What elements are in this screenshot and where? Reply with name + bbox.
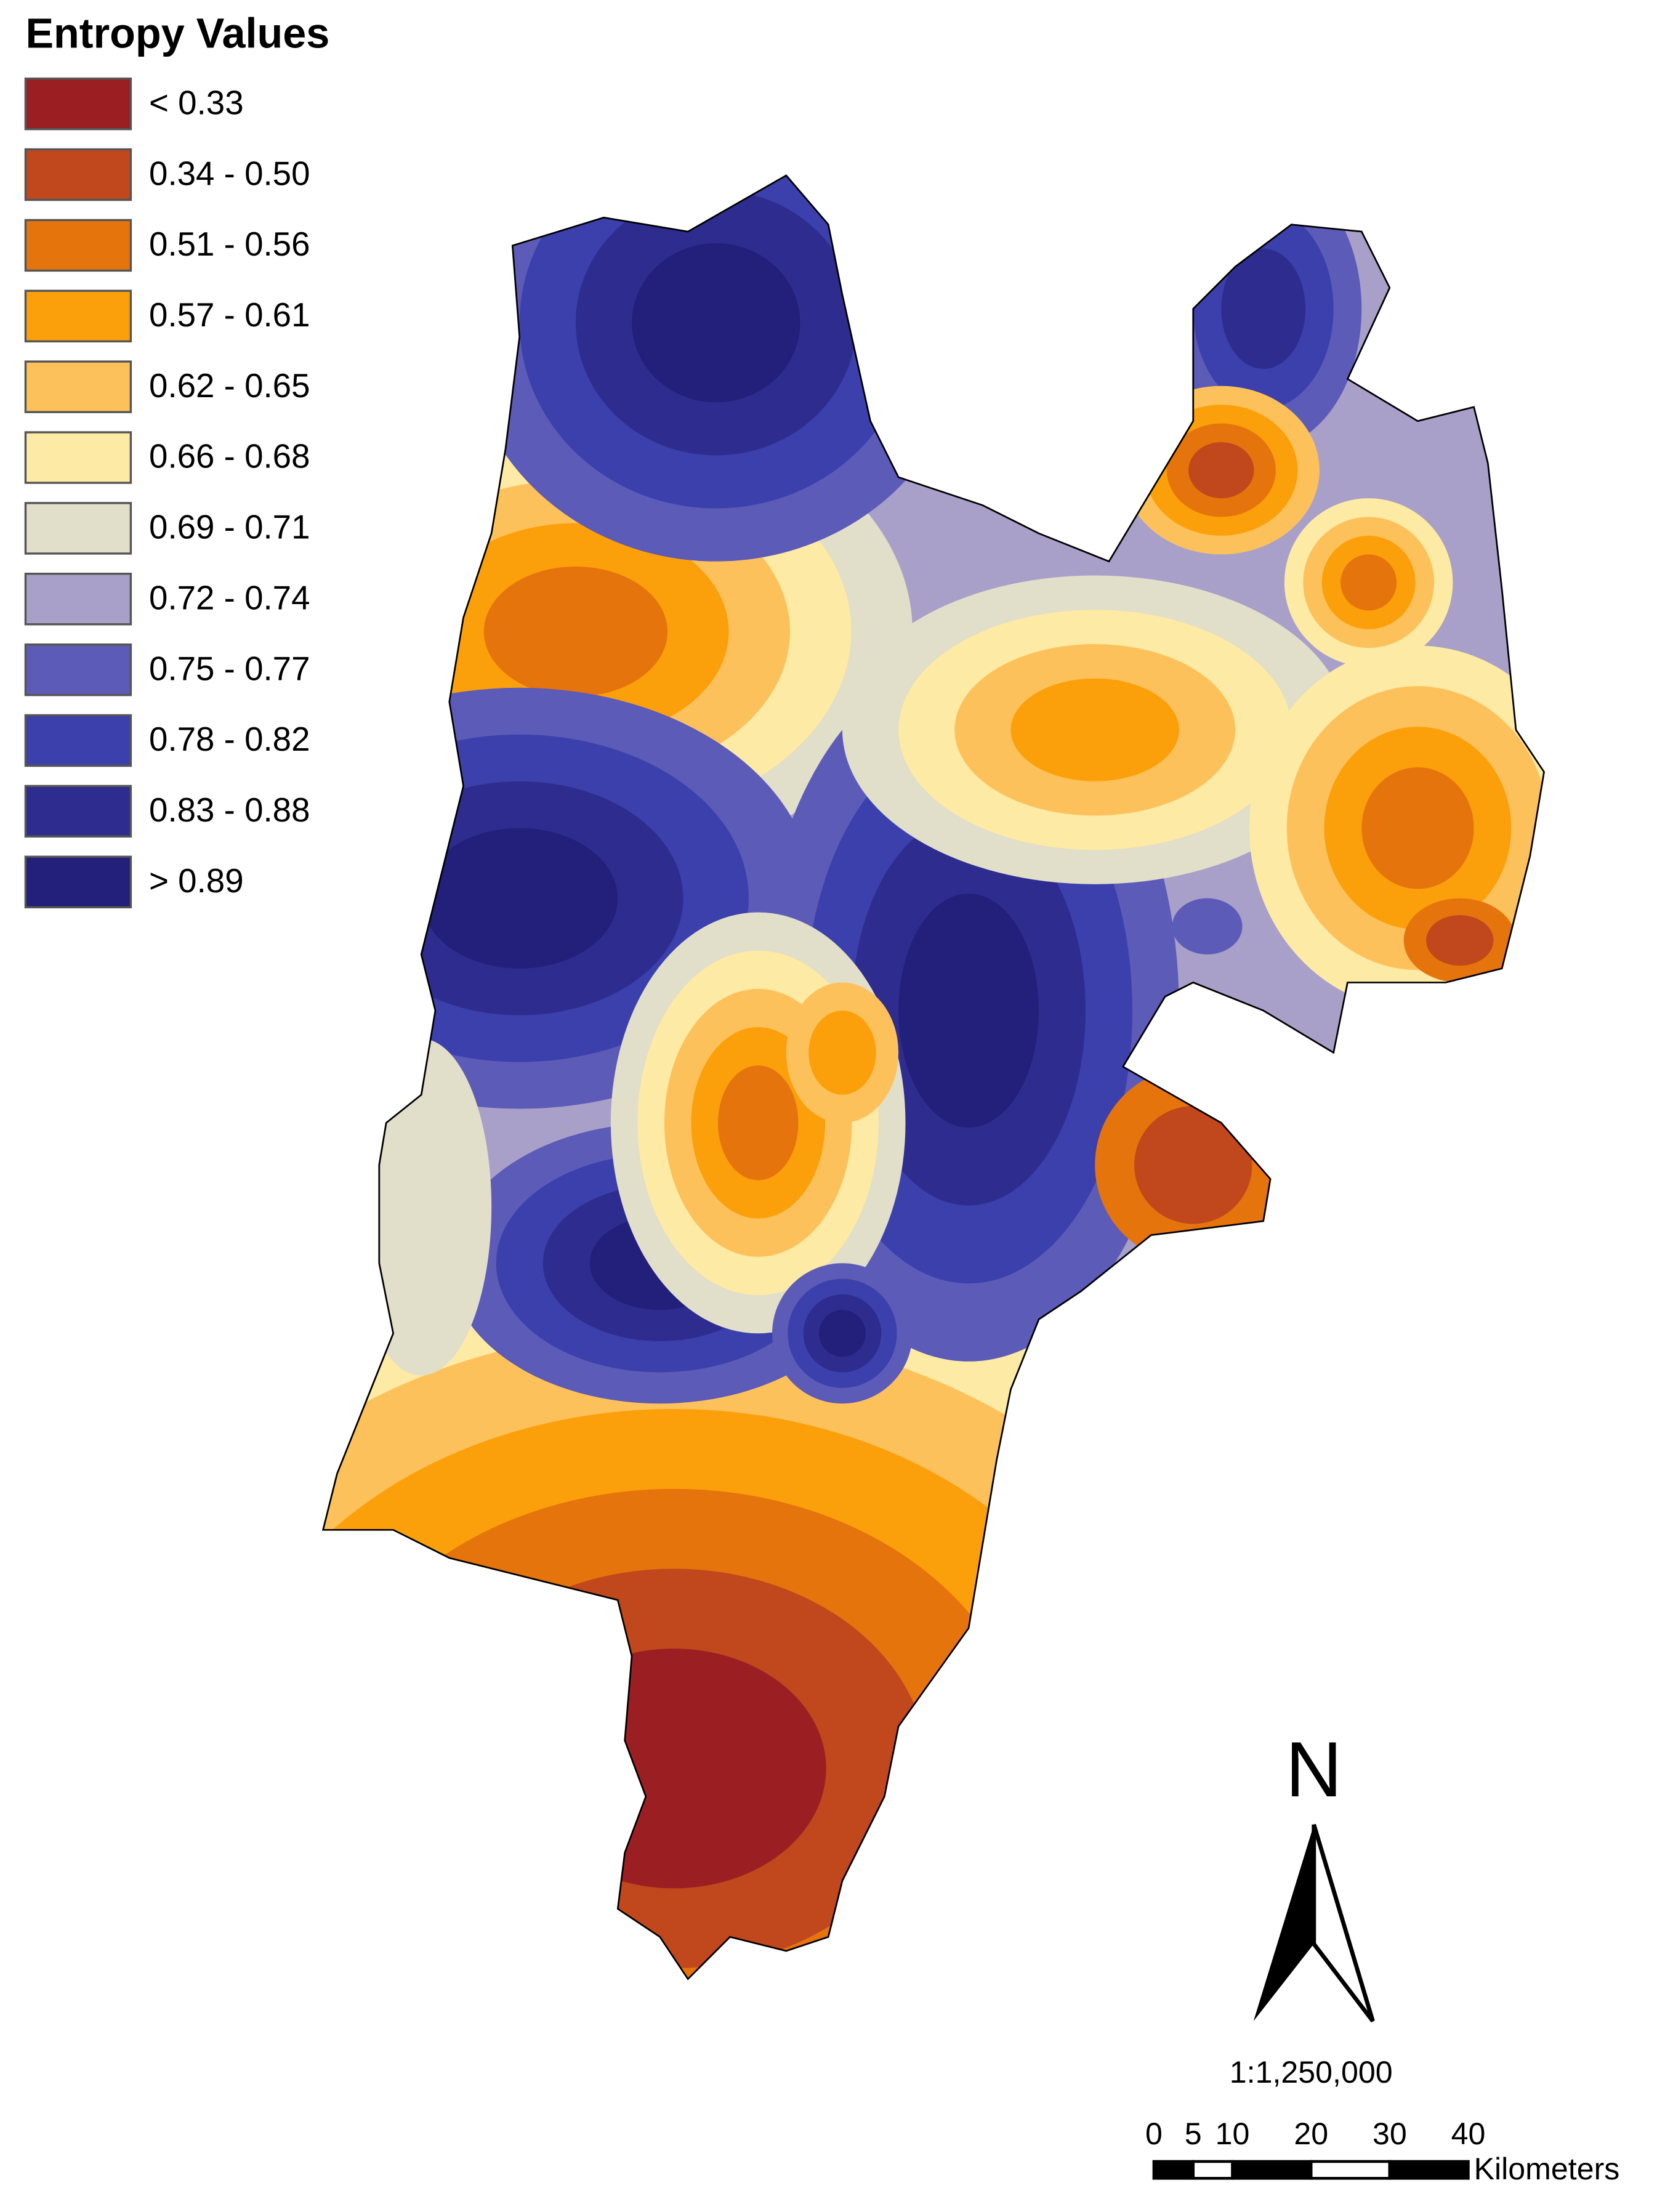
band bbox=[1010, 678, 1179, 781]
scale-tick-label: 30 bbox=[1373, 2117, 1407, 2151]
legend-label: > 0.89 bbox=[149, 862, 244, 900]
scale-segment bbox=[1309, 2160, 1392, 2180]
legend-swatch bbox=[24, 573, 132, 626]
band bbox=[898, 894, 1039, 1128]
band bbox=[632, 243, 800, 403]
band bbox=[351, 1038, 492, 1376]
band bbox=[1188, 442, 1254, 499]
legend-label: 0.66 - 0.68 bbox=[149, 437, 310, 475]
legend-label: 0.69 - 0.71 bbox=[149, 508, 310, 546]
legend-label: 0.78 - 0.82 bbox=[149, 720, 310, 758]
legend-label: 0.83 - 0.88 bbox=[149, 791, 310, 829]
scale-tick-label: 10 bbox=[1215, 2117, 1250, 2151]
legend-swatch bbox=[24, 855, 132, 908]
legend: Entropy Values < 0.33 0.34 - 0.50 0.51 - 0… bbox=[24, 10, 329, 908]
scale-segment bbox=[1388, 2160, 1470, 2180]
band bbox=[1426, 915, 1494, 966]
band bbox=[522, 1649, 826, 1889]
scale-unit: Kilometers bbox=[1474, 2152, 1620, 2186]
legend-label: 0.57 - 0.61 bbox=[149, 296, 310, 334]
legend-label: 0.72 - 0.74 bbox=[149, 578, 310, 616]
north-label: N bbox=[1286, 1726, 1342, 1814]
scale-tick-label: 40 bbox=[1451, 2117, 1486, 2151]
legend-swatch bbox=[24, 148, 132, 201]
scale-tick-label: 20 bbox=[1294, 2117, 1328, 2151]
legend-label: 0.51 - 0.56 bbox=[149, 225, 310, 263]
band bbox=[717, 1065, 799, 1181]
legend-swatch bbox=[24, 785, 132, 838]
scale-tick-label: 0 bbox=[1145, 2117, 1163, 2151]
legend-swatch bbox=[24, 289, 132, 343]
band bbox=[818, 1310, 866, 1357]
legend-swatch bbox=[24, 77, 132, 131]
band bbox=[1172, 898, 1243, 955]
scale-segment bbox=[1191, 2160, 1234, 2180]
legend-swatch bbox=[24, 219, 132, 272]
legend-label: 0.62 - 0.65 bbox=[149, 366, 310, 405]
legend-label: < 0.33 bbox=[149, 83, 244, 121]
legend-title: Entropy Values bbox=[25, 10, 329, 57]
legend-swatch bbox=[24, 643, 132, 696]
scale-segment bbox=[1152, 2160, 1195, 2180]
scale-segment bbox=[1231, 2160, 1313, 2180]
scale-tick-label: 5 bbox=[1185, 2117, 1202, 2151]
arrow-right bbox=[1312, 1823, 1375, 2023]
band bbox=[421, 828, 618, 969]
band bbox=[1361, 767, 1474, 889]
band bbox=[1340, 554, 1397, 611]
legend-swatch bbox=[24, 714, 132, 767]
band bbox=[808, 1011, 876, 1095]
legend-label: 0.75 - 0.77 bbox=[149, 649, 310, 687]
legend-swatch bbox=[24, 431, 132, 484]
arrow-left bbox=[1253, 1824, 1314, 2022]
legend-label: 0.34 - 0.50 bbox=[149, 154, 310, 192]
band bbox=[1221, 248, 1306, 369]
band bbox=[1134, 1106, 1252, 1224]
scale-ratio: 1:1,250,000 bbox=[1230, 2055, 1393, 2089]
band bbox=[483, 566, 668, 697]
legend-swatch bbox=[24, 360, 132, 413]
legend-swatch bbox=[24, 502, 132, 555]
north-arrow: N bbox=[1253, 1726, 1375, 2023]
